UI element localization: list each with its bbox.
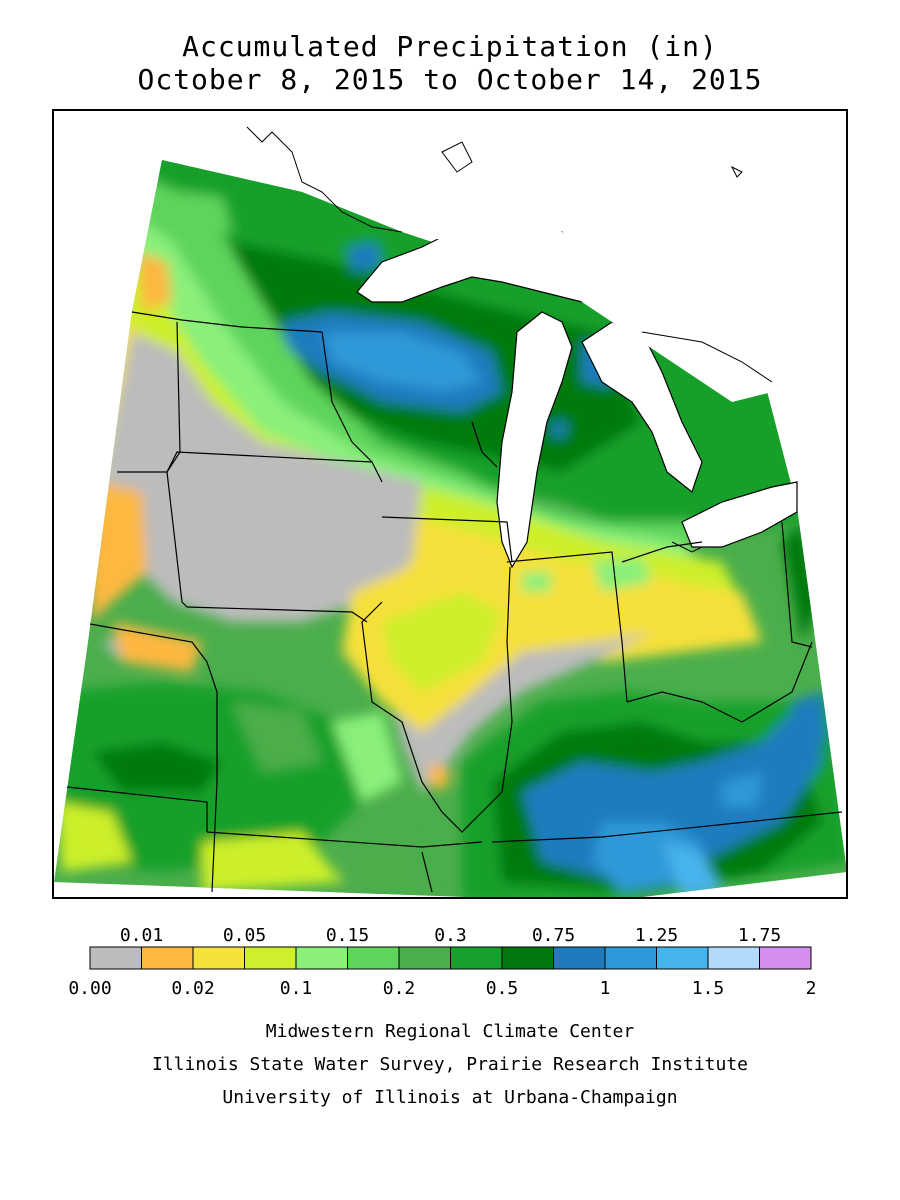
credit-isws: Illinois State Water Survey, Prairie Res…	[151, 1054, 749, 1075]
coastlines	[246, 126, 773, 553]
legend-swatch	[192, 946, 245, 970]
legend-swatch	[347, 946, 400, 970]
legend-swatch	[450, 946, 503, 970]
legend-swatch	[398, 946, 451, 970]
legend-bottom-label: 0.2	[383, 978, 416, 999]
legend-swatch	[656, 946, 709, 970]
legend-swatch	[89, 946, 142, 970]
legend-bottom-label: 0.5	[486, 978, 519, 999]
credit-mrcc: Midwestern Regional Climate Center	[265, 1021, 635, 1042]
map-date-range: October 8, 2015 to October 14, 2015	[137, 63, 763, 96]
legend-top-labels: 0.01 0.05 0.15 0.3 0.75 1.25 1.75	[120, 925, 781, 946]
legend-bottom-label: 0.1	[280, 978, 313, 999]
precipitation-map	[52, 109, 848, 899]
legend-swatch	[244, 946, 297, 970]
legend: 0.01 0.05 0.15 0.3 0.75 1.25 1.75 0.00 0.02 0.1 0…	[68, 925, 816, 999]
lake-michigan	[496, 311, 573, 569]
legend-top-label: 0.15	[326, 925, 369, 946]
state-boundaries	[66, 311, 843, 893]
legend-swatch	[759, 946, 812, 970]
legend-bottom-label: 1.5	[692, 978, 725, 999]
legend-bottom-labels: 0.00 0.02 0.1 0.2 0.5 1 1.5 2	[68, 978, 816, 999]
legend-top-label: 0.75	[532, 925, 575, 946]
legend-bottom-label: 1	[600, 978, 611, 999]
legend-top-label: 0.01	[120, 925, 163, 946]
legend-color-scale	[89, 946, 812, 970]
legend-swatch	[295, 946, 348, 970]
legend-top-label: 1.25	[635, 925, 678, 946]
credit-uiuc: University of Illinois at Urbana-Champai…	[222, 1087, 678, 1108]
legend-top-label: 0.3	[434, 925, 467, 946]
legend-swatch	[501, 946, 554, 970]
legend-bottom-label: 2	[806, 978, 817, 999]
map-title: Accumulated Precipitation (in)	[182, 30, 718, 63]
legend-swatch	[604, 946, 657, 970]
legend-bottom-label: 0.00	[68, 978, 111, 999]
legend-bottom-label: 0.02	[171, 978, 214, 999]
great-lakes	[262, 112, 798, 569]
legend-swatch	[553, 946, 606, 970]
legend-top-label: 1.75	[738, 925, 781, 946]
legend-swatch	[707, 946, 760, 970]
legend-swatch	[141, 946, 194, 970]
legend-top-label: 0.05	[223, 925, 266, 946]
